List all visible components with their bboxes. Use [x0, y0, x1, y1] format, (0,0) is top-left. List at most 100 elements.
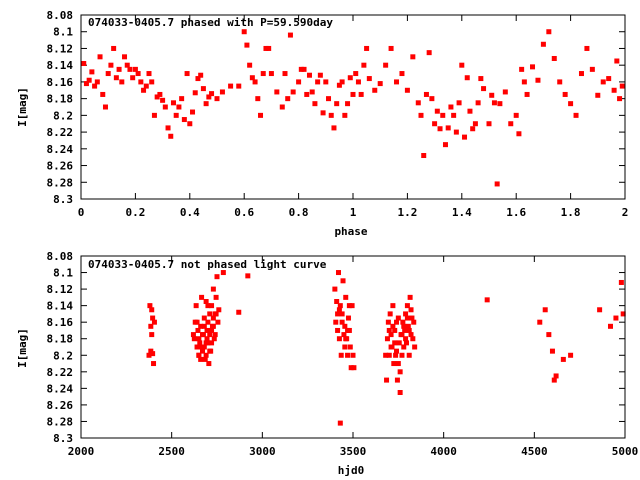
phased-ytick-label: 8.1 [53, 26, 73, 39]
phased-ytick-label: 8.2 [53, 109, 73, 122]
unphased-data-point [220, 270, 226, 276]
unphased-data-point [216, 307, 222, 313]
phased-ytick-label: 8.28 [47, 176, 74, 189]
phased-chart-points [81, 29, 625, 187]
phased-data-point [334, 101, 340, 107]
unphased-ytick-label: 8.26 [47, 399, 74, 412]
phased-light-curve-panel: 074033-0405.7 phased with P=59.590day ph… [16, 9, 628, 238]
unphased-chart-xlabel: hjd0 [338, 464, 365, 477]
phased-data-point [418, 112, 424, 118]
phased-data-point [486, 121, 492, 127]
unphased-ytick-label: 8.16 [47, 316, 74, 329]
phased-data-point [143, 83, 149, 89]
phased-data-point [521, 79, 527, 85]
phased-data-point [410, 54, 416, 60]
phased-data-point [429, 96, 435, 102]
unphased-data-point [403, 340, 409, 346]
unphased-data-point [201, 323, 207, 329]
unphased-data-point [333, 319, 339, 325]
unphased-ytick-label: 8.12 [47, 283, 74, 296]
unphased-light-curve-panel: 074033-0405.7 not phased light curve hjd… [16, 250, 638, 477]
phased-data-point [94, 79, 100, 85]
unphased-data-point [151, 319, 157, 325]
unphased-data-point [210, 315, 216, 321]
unphased-xtick-label: 3500 [340, 445, 367, 458]
phased-data-point [244, 42, 250, 48]
phased-data-point [298, 66, 304, 72]
phased-data-point [219, 89, 225, 95]
unphased-data-point [399, 332, 405, 338]
phased-data-point [584, 45, 590, 51]
unphased-data-point [403, 311, 409, 317]
unphased-data-point [395, 361, 401, 367]
phased-data-point [513, 112, 519, 118]
unphased-data-point [194, 344, 200, 350]
phased-data-point [301, 66, 307, 72]
unphased-data-point [148, 348, 154, 354]
unphased-data-point [401, 344, 407, 350]
unphased-data-point [346, 303, 352, 309]
phased-data-point [105, 71, 111, 77]
unphased-data-point [210, 286, 216, 292]
unphased-data-point [337, 420, 343, 426]
phased-data-point [290, 89, 296, 95]
phased-data-point [192, 90, 198, 96]
phased-data-point [364, 45, 370, 51]
unphased-chart-ylabel: I[mag] [16, 328, 29, 368]
phased-data-point [89, 69, 95, 75]
unphased-data-point [386, 352, 392, 358]
unphased-data-point [213, 311, 219, 317]
unphased-data-point [236, 309, 242, 315]
phased-data-point [358, 91, 364, 97]
phased-xtick-label: 2 [622, 206, 629, 219]
unphased-data-point [394, 319, 400, 325]
phased-data-point [326, 96, 332, 102]
unphased-data-point [409, 315, 415, 321]
phased-data-point [600, 79, 606, 85]
unphased-data-point [150, 315, 156, 321]
unphased-data-point [336, 336, 342, 342]
unphased-data-point [209, 340, 215, 346]
unphased-data-point [350, 352, 356, 358]
phased-data-point [127, 66, 133, 72]
phased-data-point [124, 62, 130, 68]
phased-data-point [138, 79, 144, 85]
phased-ytick-label: 8.26 [47, 160, 74, 173]
unphased-data-point [336, 307, 342, 313]
phased-data-point [562, 91, 568, 97]
phased-xtick-label: 0.4 [180, 206, 200, 219]
unphased-data-point [335, 327, 341, 333]
phased-data-point [268, 71, 274, 77]
unphased-data-point [394, 377, 400, 383]
unphased-data-point [214, 274, 220, 280]
unphased-data-point [347, 344, 353, 350]
phased-data-point [168, 133, 174, 139]
unphased-data-point [620, 311, 626, 317]
unphased-data-point [345, 352, 351, 358]
phased-data-point [190, 109, 196, 115]
phased-data-point [328, 112, 334, 118]
phased-data-point [92, 83, 98, 89]
unphased-data-point [351, 365, 357, 371]
unphased-ytick-label: 8.22 [47, 366, 74, 379]
phased-ytick-label: 8.14 [47, 59, 74, 72]
unphased-data-point [394, 348, 400, 354]
phased-xtick-label: 0.8 [289, 206, 309, 219]
phased-data-point [130, 75, 136, 81]
unphased-data-point [384, 336, 390, 342]
unphased-data-point [335, 311, 341, 317]
phased-data-point [255, 96, 261, 102]
phased-ytick-label: 8.16 [47, 76, 74, 89]
phased-data-point [445, 125, 451, 131]
phased-data-point [160, 97, 166, 103]
unphased-data-point [339, 319, 345, 325]
phased-data-point [404, 87, 410, 93]
unphased-data-point [210, 323, 216, 329]
unphased-data-point [198, 356, 204, 362]
unphased-data-point [205, 340, 211, 346]
unphased-data-point [151, 361, 157, 367]
phased-data-point [456, 100, 462, 106]
phased-data-point [451, 112, 457, 118]
unphased-data-point [340, 278, 346, 284]
unphased-ytick-label: 8.24 [47, 382, 74, 395]
